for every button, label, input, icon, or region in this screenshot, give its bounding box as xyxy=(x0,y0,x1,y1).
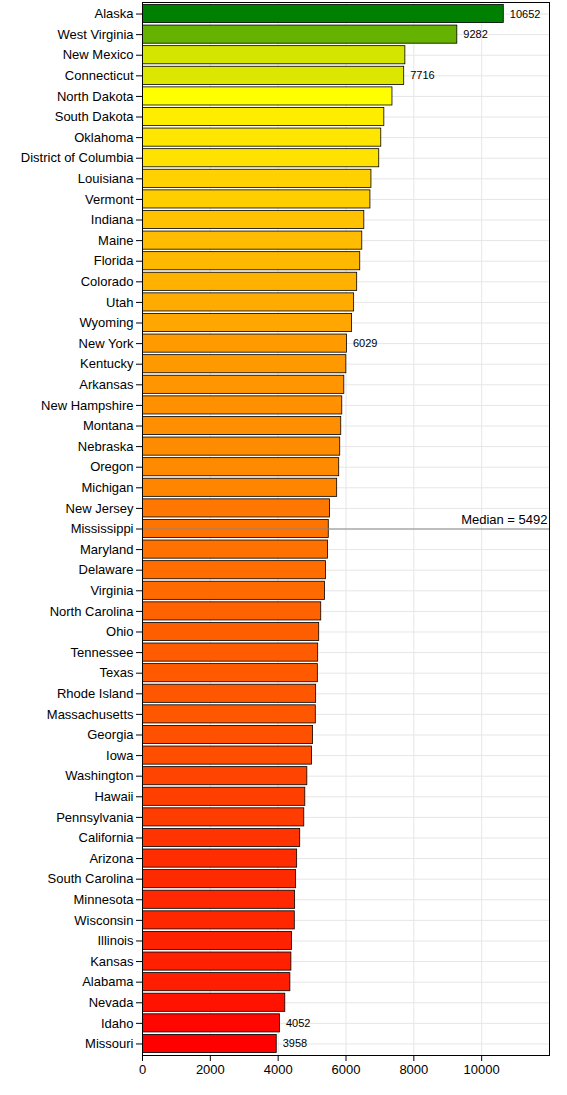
svg-text:Massachusetts: Massachusetts xyxy=(47,707,134,722)
svg-text:Wisconsin: Wisconsin xyxy=(74,913,133,928)
svg-text:8000: 8000 xyxy=(399,1062,428,1077)
svg-text:South Carolina: South Carolina xyxy=(48,871,135,886)
svg-text:New Jersey: New Jersey xyxy=(66,501,134,516)
svg-text:Indiana: Indiana xyxy=(91,212,134,227)
svg-text:New Mexico: New Mexico xyxy=(63,47,134,62)
svg-text:Missouri: Missouri xyxy=(85,1036,134,1051)
svg-text:North Dakota: North Dakota xyxy=(57,89,134,104)
svg-text:Colorado: Colorado xyxy=(81,274,134,289)
svg-text:Kansas: Kansas xyxy=(90,954,134,969)
svg-text:Pennsylvania: Pennsylvania xyxy=(56,810,134,825)
svg-text:Mississippi: Mississippi xyxy=(71,521,134,536)
svg-text:Ohio: Ohio xyxy=(106,624,133,639)
svg-text:4000: 4000 xyxy=(264,1062,293,1077)
svg-text:New York: New York xyxy=(79,336,134,351)
svg-text:6029: 6029 xyxy=(353,337,377,349)
svg-text:Maryland: Maryland xyxy=(80,542,133,557)
svg-text:South Dakota: South Dakota xyxy=(55,109,135,124)
svg-text:Alabama: Alabama xyxy=(82,974,134,989)
svg-text:Vermont: Vermont xyxy=(85,192,134,207)
svg-text:Arizona: Arizona xyxy=(89,851,134,866)
svg-text:North Carolina: North Carolina xyxy=(50,604,135,619)
svg-text:9282: 9282 xyxy=(463,28,487,40)
svg-text:Minnesota: Minnesota xyxy=(74,892,135,907)
svg-text:Alaska: Alaska xyxy=(94,6,134,21)
svg-text:6000: 6000 xyxy=(332,1062,361,1077)
svg-text:Oklahoma: Oklahoma xyxy=(74,130,134,145)
svg-text:Median = 5492: Median = 5492 xyxy=(461,512,547,527)
svg-text:Rhode Island: Rhode Island xyxy=(57,686,134,701)
svg-text:Washington: Washington xyxy=(65,768,133,783)
svg-text:Utah: Utah xyxy=(106,295,133,310)
svg-text:0: 0 xyxy=(139,1062,146,1077)
svg-text:10000: 10000 xyxy=(464,1062,500,1077)
svg-text:Georgia: Georgia xyxy=(87,727,134,742)
svg-text:Louisiana: Louisiana xyxy=(78,171,134,186)
svg-text:Nebraska: Nebraska xyxy=(78,439,134,454)
svg-text:Florida: Florida xyxy=(94,253,135,268)
svg-text:Montana: Montana xyxy=(83,418,134,433)
svg-text:Wyoming: Wyoming xyxy=(79,315,133,330)
svg-text:Kentucky: Kentucky xyxy=(80,356,134,371)
svg-text:Nevada: Nevada xyxy=(89,995,135,1010)
svg-text:West Virginia: West Virginia xyxy=(57,27,134,42)
svg-text:District of Columbia: District of Columbia xyxy=(21,150,134,165)
svg-text:Maine: Maine xyxy=(98,233,133,248)
svg-text:Tennessee: Tennessee xyxy=(71,645,134,660)
svg-text:New Hampshire: New Hampshire xyxy=(41,398,133,413)
svg-text:California: California xyxy=(79,830,135,845)
svg-text:Iowa: Iowa xyxy=(106,748,134,763)
svg-text:Idaho: Idaho xyxy=(101,1016,134,1031)
svg-text:Michigan: Michigan xyxy=(81,480,133,495)
svg-text:Connecticut: Connecticut xyxy=(65,68,134,83)
svg-text:Texas: Texas xyxy=(100,665,134,680)
svg-text:2000: 2000 xyxy=(196,1062,225,1077)
svg-text:4052: 4052 xyxy=(286,1017,310,1029)
svg-text:7716: 7716 xyxy=(410,69,434,81)
svg-text:Arkansas: Arkansas xyxy=(79,377,134,392)
svg-text:Virginia: Virginia xyxy=(90,583,134,598)
svg-text:Delaware: Delaware xyxy=(79,562,134,577)
svg-text:10652: 10652 xyxy=(510,8,541,20)
svg-text:3958: 3958 xyxy=(283,1037,307,1049)
svg-text:Hawaii: Hawaii xyxy=(94,789,133,804)
svg-text:Oregon: Oregon xyxy=(90,459,133,474)
svg-text:Illinois: Illinois xyxy=(97,933,134,948)
